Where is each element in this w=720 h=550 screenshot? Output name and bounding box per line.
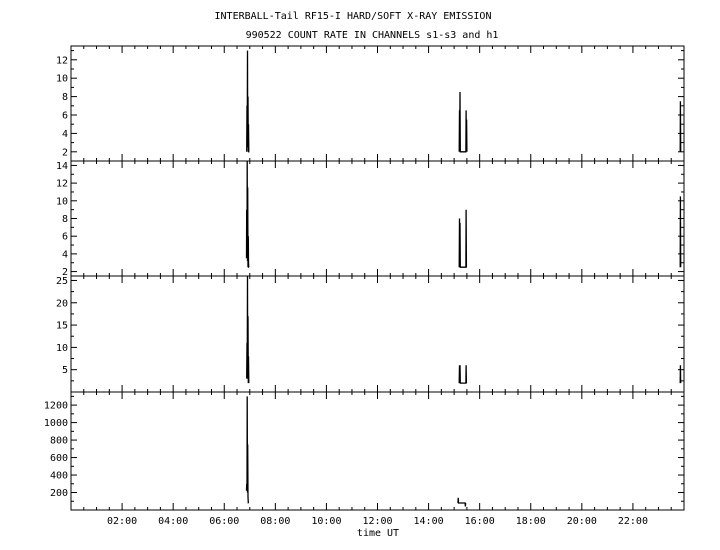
data-series-panel-1 — [246, 50, 682, 153]
panel-frame-4 — [70, 391, 685, 511]
y-tick-label: 800 — [50, 436, 68, 447]
y-tick-label: 8 — [62, 92, 68, 103]
y-tick-label: 1200 — [44, 401, 68, 412]
x-tick-label: 02:00 — [107, 516, 137, 527]
panels-group: 2 4 6 8 10 12 2 4 6 8 10 12 14 5 10 15 20 25 200 400 600 800 1… — [44, 45, 685, 527]
y-tick-label: 25 — [56, 276, 68, 287]
data-series-panel-3 — [246, 275, 682, 384]
x-tick-label: 20:00 — [567, 516, 597, 527]
y-tick-label: 12 — [56, 179, 68, 190]
y-tick-label: 200 — [50, 488, 68, 499]
panel-frame-2 — [70, 160, 685, 277]
x-tick-label: 16:00 — [465, 516, 495, 527]
x-tick-label: 06:00 — [209, 516, 239, 527]
y-tick-label: 2 — [62, 147, 68, 158]
data-series-panel-2 — [245, 160, 682, 268]
chart-title: INTERBALL-Tail RF15-I HARD/SOFT X-RAY EM… — [215, 11, 492, 22]
y-tick-label: 5 — [62, 365, 68, 376]
y-tick-label: 15 — [56, 321, 68, 332]
panel-frame-1 — [70, 45, 685, 162]
y-tick-label: 6 — [62, 111, 68, 122]
y-tick-label: 4 — [62, 129, 68, 140]
y-tick-label: 14 — [56, 161, 68, 172]
x-tick-label: 18:00 — [516, 516, 546, 527]
y-tick-label: 12 — [56, 55, 68, 66]
x-tick-label: 10:00 — [311, 516, 341, 527]
y-tick-label: 20 — [56, 298, 68, 309]
y-tick-label: 400 — [50, 471, 68, 482]
y-tick-label: 10 — [56, 196, 68, 207]
x-tick-label: 12:00 — [362, 516, 392, 527]
x-tick-label: 08:00 — [260, 516, 290, 527]
x-tick-label: 14:00 — [414, 516, 444, 527]
x-tick-label: 04:00 — [158, 516, 188, 527]
y-tick-label: 6 — [62, 232, 68, 243]
chart-subtitle: 990522 COUNT RATE IN CHANNELS s1-s3 and … — [246, 30, 499, 41]
y-tick-label: 10 — [56, 343, 68, 354]
data-series-panel-4 — [245, 396, 467, 507]
y-tick-label: 1000 — [44, 418, 68, 429]
y-tick-label: 2 — [62, 267, 68, 278]
y-tick-label: 600 — [50, 453, 68, 464]
x-tick-label: 22:00 — [618, 516, 648, 527]
x-axis-label: time UT — [357, 528, 399, 539]
y-tick-label: 10 — [56, 74, 68, 85]
y-tick-label: 4 — [62, 249, 68, 260]
panel-frame-3 — [70, 275, 685, 393]
y-tick-label: 8 — [62, 214, 68, 225]
